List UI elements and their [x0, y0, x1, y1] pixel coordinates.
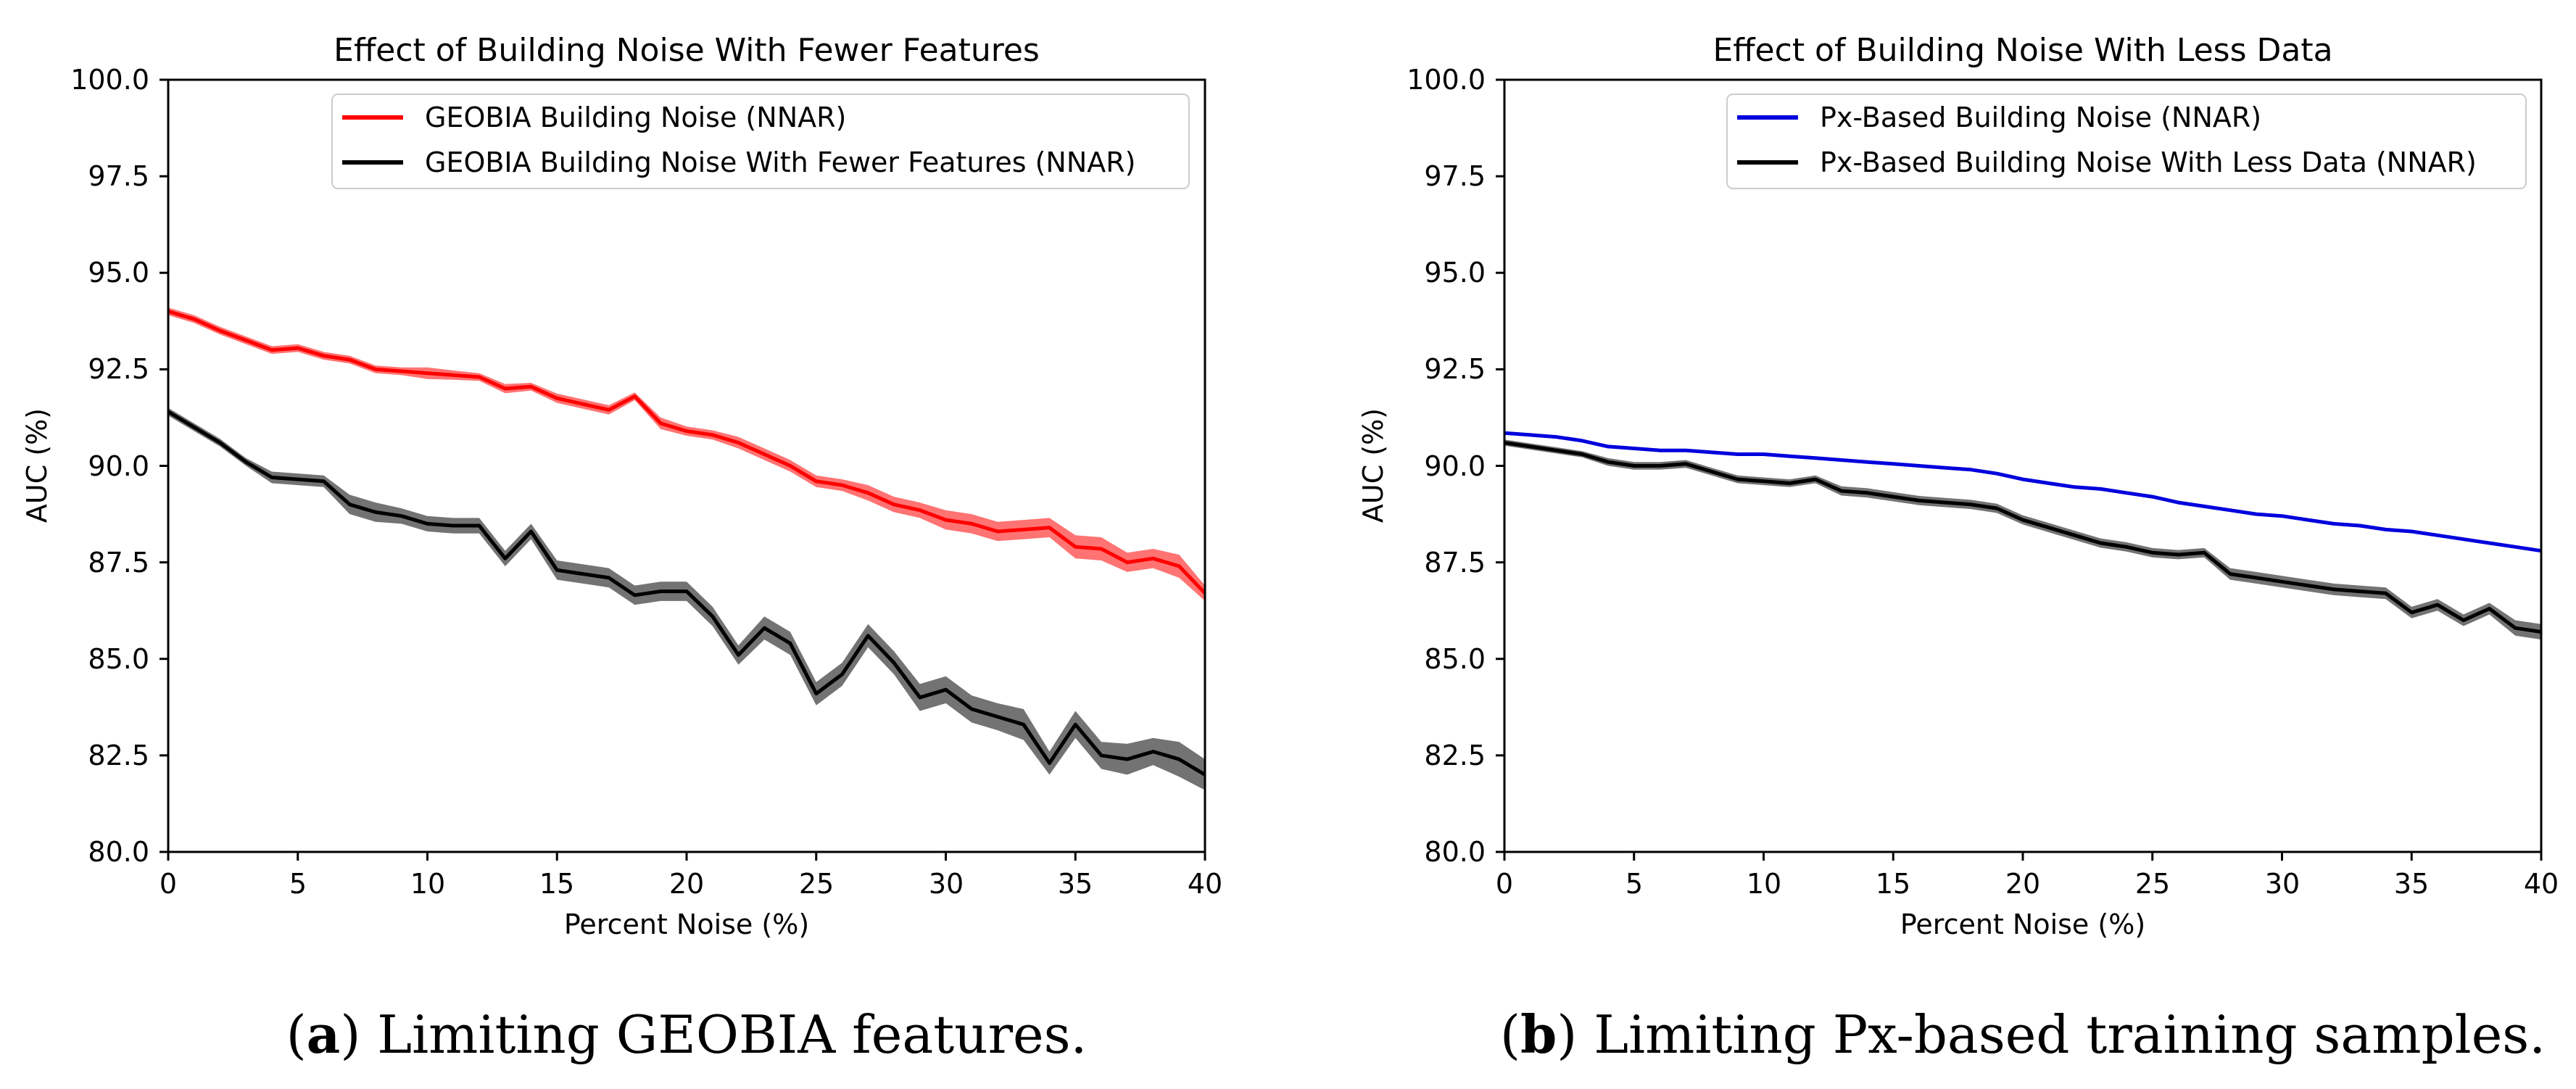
y-tick-label: 80.0 [88, 836, 149, 868]
series-lines-a [167, 310, 1206, 777]
x-tick-label: 15 [1876, 868, 1910, 900]
plot-frame [1503, 78, 2543, 853]
x-axis-label: Percent Noise (%) [1900, 908, 2145, 940]
legend-box [1726, 94, 2527, 189]
y-tick-label: 92.5 [88, 353, 149, 385]
x-tick-label: 35 [1058, 868, 1093, 900]
series-line-0 [1504, 431, 2542, 553]
legend-box [331, 94, 1190, 189]
y-tick-label: 90.0 [1424, 450, 1486, 482]
y-tick-label: 100.0 [1407, 64, 1486, 96]
y-tick-label: 92.5 [1424, 353, 1486, 385]
y-tick-labels-a: 80.0 82.5 85.0 87.5 90.0 92.5 95.0 97.5 … [70, 64, 149, 868]
legend-label: Px-Based Building Noise (NNAR) [1820, 102, 2261, 133]
x-tick-label: 15 [539, 868, 574, 900]
legend-label: GEOBIA Building Noise With Fewer Feature… [425, 146, 1136, 178]
legend-label: Px-Based Building Noise With Less Data (… [1820, 146, 2477, 178]
x-tick-label: 30 [929, 868, 964, 900]
x-tick-label: 40 [2524, 868, 2559, 900]
legend-b: Px-Based Building Noise (NNAR) Px-Based … [1726, 94, 2527, 189]
x-tick-label: 5 [1625, 868, 1643, 900]
error-bands-a [168, 307, 1205, 790]
tick-marks-a [160, 78, 1206, 861]
x-tick-label: 0 [1496, 868, 1513, 900]
y-tick-label: 97.5 [1424, 160, 1486, 192]
panel-a: Effect of Building Noise With Fewer Feat… [21, 32, 1222, 940]
y-tick-label: 95.0 [1424, 257, 1486, 289]
y-tick-label: 82.5 [88, 740, 149, 771]
series-line-1 [167, 410, 1206, 777]
series-line-1 [1504, 441, 2542, 634]
confidence-band-series-1 [1504, 439, 2541, 640]
series-line-0 [167, 310, 1206, 595]
y-tick-label: 90.0 [88, 450, 149, 482]
y-tick-label: 100.0 [70, 64, 149, 96]
x-tick-label: 0 [160, 868, 177, 900]
y-tick-label: 87.5 [1424, 547, 1486, 579]
x-tick-label: 40 [1188, 868, 1222, 900]
chart-title: Effect of Building Noise With Fewer Feat… [334, 32, 1040, 69]
x-tick-label: 5 [289, 868, 307, 900]
x-tick-label: 10 [410, 868, 445, 900]
caption-b: (b) Limiting Px-based training samples. [1500, 1003, 2546, 1065]
y-axis-label: AUC (%) [21, 408, 53, 523]
x-tick-label: 30 [2265, 868, 2300, 900]
x-tick-label: 20 [669, 868, 704, 900]
confidence-band-series-1 [168, 407, 1205, 790]
error-bands-b [1504, 431, 2541, 640]
tick-marks-b [1496, 78, 2543, 861]
panel-b: Effect of Building Noise With Less Data … [1357, 32, 2559, 940]
y-tick-label: 80.0 [1424, 836, 1486, 868]
x-axis-label: Percent Noise (%) [564, 908, 809, 940]
plot-frame [167, 78, 1206, 853]
x-tick-label: 25 [2135, 868, 2170, 900]
y-tick-label: 85.0 [88, 643, 149, 675]
caption-a: (a) Limiting GEOBIA features. [286, 1003, 1088, 1065]
legend-a: GEOBIA Building Noise (NNAR) GEOBIA Buil… [331, 94, 1190, 189]
series-lines-b [1504, 431, 2542, 634]
x-tick-labels-a: 0 5 10 15 20 25 30 35 40 [160, 868, 1222, 900]
y-axis-label: AUC (%) [1357, 408, 1389, 523]
x-tick-label: 25 [799, 868, 834, 900]
y-tick-label: 87.5 [88, 547, 149, 579]
chart-title: Effect of Building Noise With Less Data [1712, 32, 2332, 69]
y-tick-label: 97.5 [88, 160, 149, 192]
legend-label: GEOBIA Building Noise (NNAR) [425, 102, 846, 133]
y-tick-labels-b: 80.0 82.5 85.0 87.5 90.0 92.5 95.0 97.5 … [1407, 64, 1486, 868]
x-tick-label: 20 [2005, 868, 2040, 900]
y-tick-label: 85.0 [1424, 643, 1486, 675]
x-tick-label: 35 [2394, 868, 2429, 900]
confidence-band-series-0 [168, 307, 1205, 601]
x-tick-label: 10 [1747, 868, 1781, 900]
x-tick-labels-b: 0 5 10 15 20 25 30 35 40 [1496, 868, 2559, 900]
y-tick-label: 95.0 [88, 257, 149, 289]
y-tick-label: 82.5 [1424, 740, 1486, 771]
